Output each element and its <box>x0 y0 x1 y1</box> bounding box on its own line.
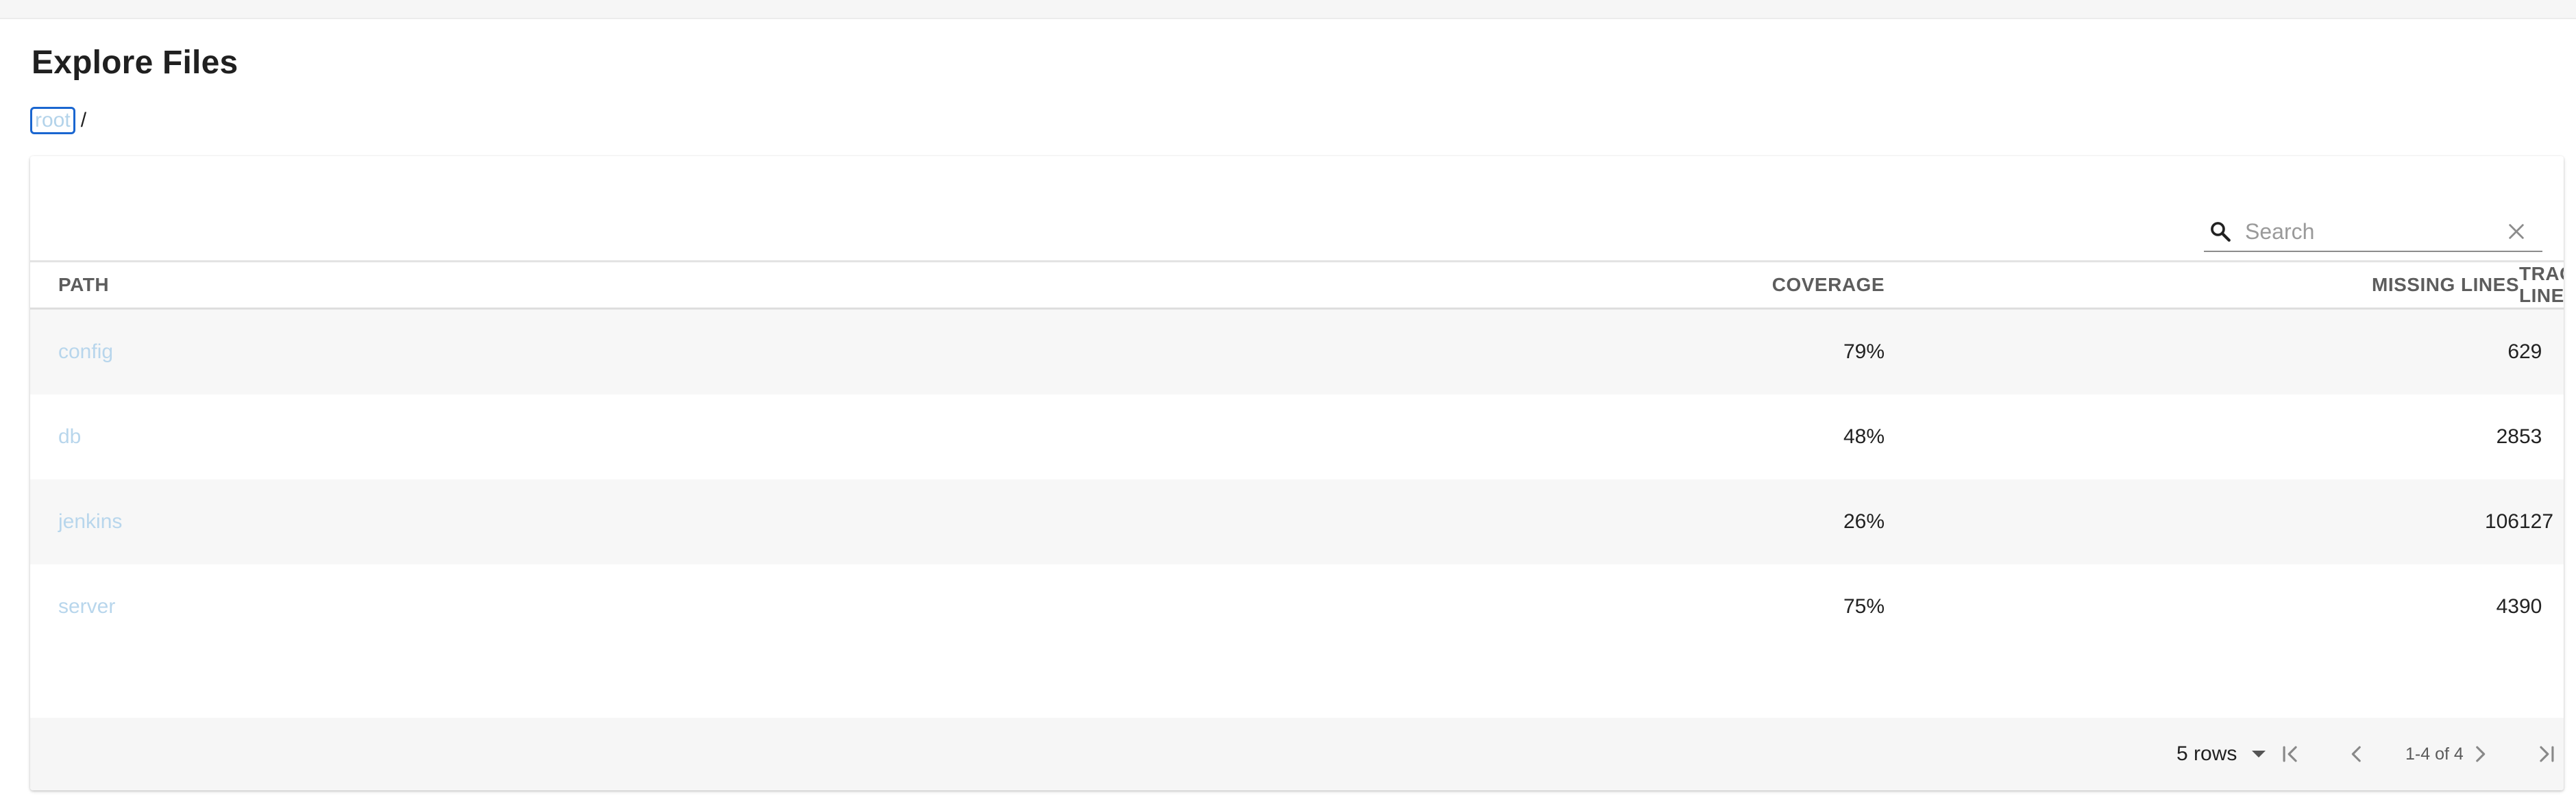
table-row: db 48% 28 53 <box>30 394 2564 479</box>
table-pagination: 5 rows 1-4 of 4 <box>30 718 2564 790</box>
missing-lines-cell: 28 <box>2496 425 2519 448</box>
table-row: server 75% 43 90 <box>30 564 2564 649</box>
breadcrumb-root-link[interactable]: root <box>30 107 75 134</box>
search-field <box>2204 212 2542 252</box>
caret-down-icon <box>2252 751 2266 757</box>
coverage-cell: 48% <box>1843 425 1885 448</box>
first-page-icon <box>2283 746 2297 762</box>
path-link-jenkins[interactable]: jenkins <box>58 510 123 533</box>
missing-lines-cell: 106 <box>1885 479 2519 564</box>
table-row: config 79% 6 29 <box>30 308 2564 394</box>
tracked-lines-cell: 53 <box>2519 425 2542 448</box>
coverage-cell: 79% <box>1250 308 1885 394</box>
files-table-card: PATH COVERAGE MISSING LINES TRACKED LINE… <box>30 156 2564 790</box>
missing-lines-cell: 6 <box>1885 308 2519 394</box>
coverage-cell: 26% <box>1250 479 1885 564</box>
files-table: PATH COVERAGE MISSING LINES TRACKED LINE… <box>30 262 2564 649</box>
next-page-button[interactable] <box>2464 738 2496 770</box>
table-header-row: PATH COVERAGE MISSING LINES TRACKED LINE… <box>30 262 2564 310</box>
search-input[interactable] <box>2245 216 2492 247</box>
table-row: jenkins 26% 106 127 <box>30 479 2564 564</box>
rows-per-page-value: 5 rows <box>2176 742 2237 765</box>
breadcrumb: root / <box>30 105 86 136</box>
chevron-right-icon <box>2476 746 2486 762</box>
rows-per-page-select[interactable]: 5 rows <box>2176 738 2266 770</box>
page-container: Explore Files root / <box>0 18 2576 802</box>
missing-lines-cell: 43 <box>2496 595 2519 618</box>
previous-page-button[interactable] <box>2341 738 2372 770</box>
column-header-coverage[interactable]: COVERAGE <box>1250 262 1885 310</box>
path-link-db[interactable]: db <box>58 425 82 448</box>
last-page-button[interactable] <box>2530 738 2562 770</box>
coverage-cell: 75% <box>1843 595 1885 618</box>
close-icon[interactable] <box>2503 218 2530 245</box>
column-header-missing-lines[interactable]: MISSING LINES <box>1885 262 2519 310</box>
column-header-tracked-lines[interactable]: TRACKED LINES <box>2519 262 2564 310</box>
chevron-left-icon <box>2351 746 2361 762</box>
tracked-lines-cell: 127 <box>2519 479 2564 564</box>
tracked-lines-cell: 90 <box>2519 595 2542 618</box>
page-range-label: 1-4 of 4 <box>2405 744 2464 764</box>
first-page-button[interactable] <box>2275 738 2307 770</box>
path-link-server[interactable]: server <box>58 595 116 618</box>
table-toolbar <box>30 156 2564 262</box>
last-page-icon <box>2540 746 2554 762</box>
breadcrumb-separator: / <box>80 109 87 131</box>
path-link-config[interactable]: config <box>58 340 114 363</box>
tracked-lines-cell: 29 <box>2519 308 2564 394</box>
search-icon <box>2207 218 2234 245</box>
column-header-path[interactable]: PATH <box>30 262 1250 310</box>
page-title: Explore Files <box>32 45 238 81</box>
